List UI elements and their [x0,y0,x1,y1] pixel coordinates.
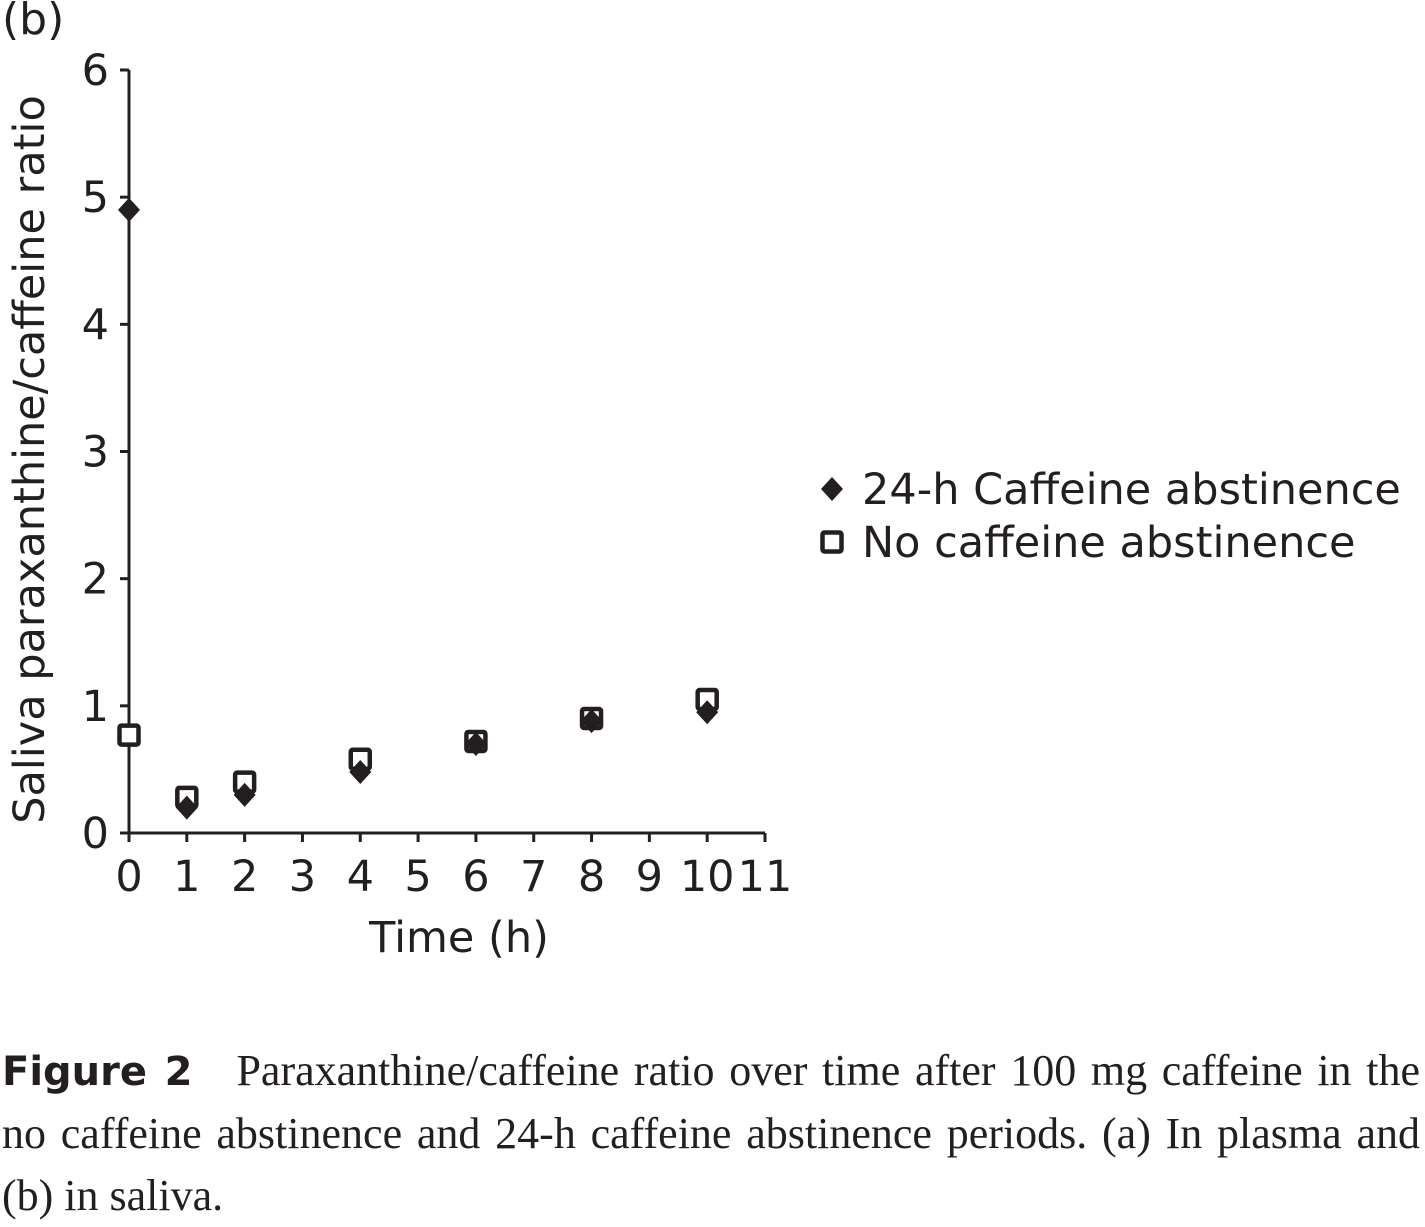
y-tick-label: 4 [82,300,109,350]
x-tick-label: 5 [404,852,431,902]
y-tick-label: 6 [82,46,109,96]
data-point [175,795,198,820]
data-point [696,700,719,725]
x-tick-label: 10 [680,852,735,902]
x-tick-label: 1 [173,852,200,902]
x-tick-label: 7 [520,852,547,902]
chart-axes [127,70,765,835]
figure-caption: Figure 2 Paraxanthine/caffeine ratio over… [2,1040,1420,1227]
caption-label: Figure 2 [2,1049,193,1095]
x-tick-label: 0 [115,852,142,902]
x-tick-label: 8 [578,852,605,902]
x-tick-label: 3 [289,852,316,902]
y-tick-label: 1 [82,682,109,732]
data-point [118,197,140,222]
y-tick-label: 5 [82,173,109,223]
data-point [580,709,603,734]
x-tick-label: 9 [636,852,663,902]
data-points [117,197,719,820]
data-point [349,759,372,784]
y-axis-label: Saliva paraxanthine/caffeine ratio [5,95,55,824]
legend-marker [820,530,844,554]
y-tick-label: 2 [82,555,109,605]
y-tick-label: 0 [82,809,109,859]
caption-text: Paraxanthine/caffeine ratio over time af… [2,1046,1420,1220]
x-tick-label: 2 [231,852,258,902]
data-point [117,723,141,747]
x-tick-label: 11 [738,852,793,902]
panel-label: (b) [2,0,64,45]
data-point [464,731,487,756]
data-point [233,782,256,807]
legend-label: No caffeine abstinence [862,518,1355,568]
x-tick-label: 6 [462,852,489,902]
y-tick-label: 3 [82,428,109,478]
y-axis-ticks: 0 1 2 3 4 5 6 [82,46,129,859]
x-axis-ticks: 0 1 2 3 4 5 6 7 8 9 10 11 [115,833,792,902]
x-axis-label: Time (h) [368,913,549,963]
legend-label: 24-h Caffeine abstinence [862,465,1401,515]
legend-marker [821,477,843,501]
x-tick-label: 4 [347,852,374,902]
